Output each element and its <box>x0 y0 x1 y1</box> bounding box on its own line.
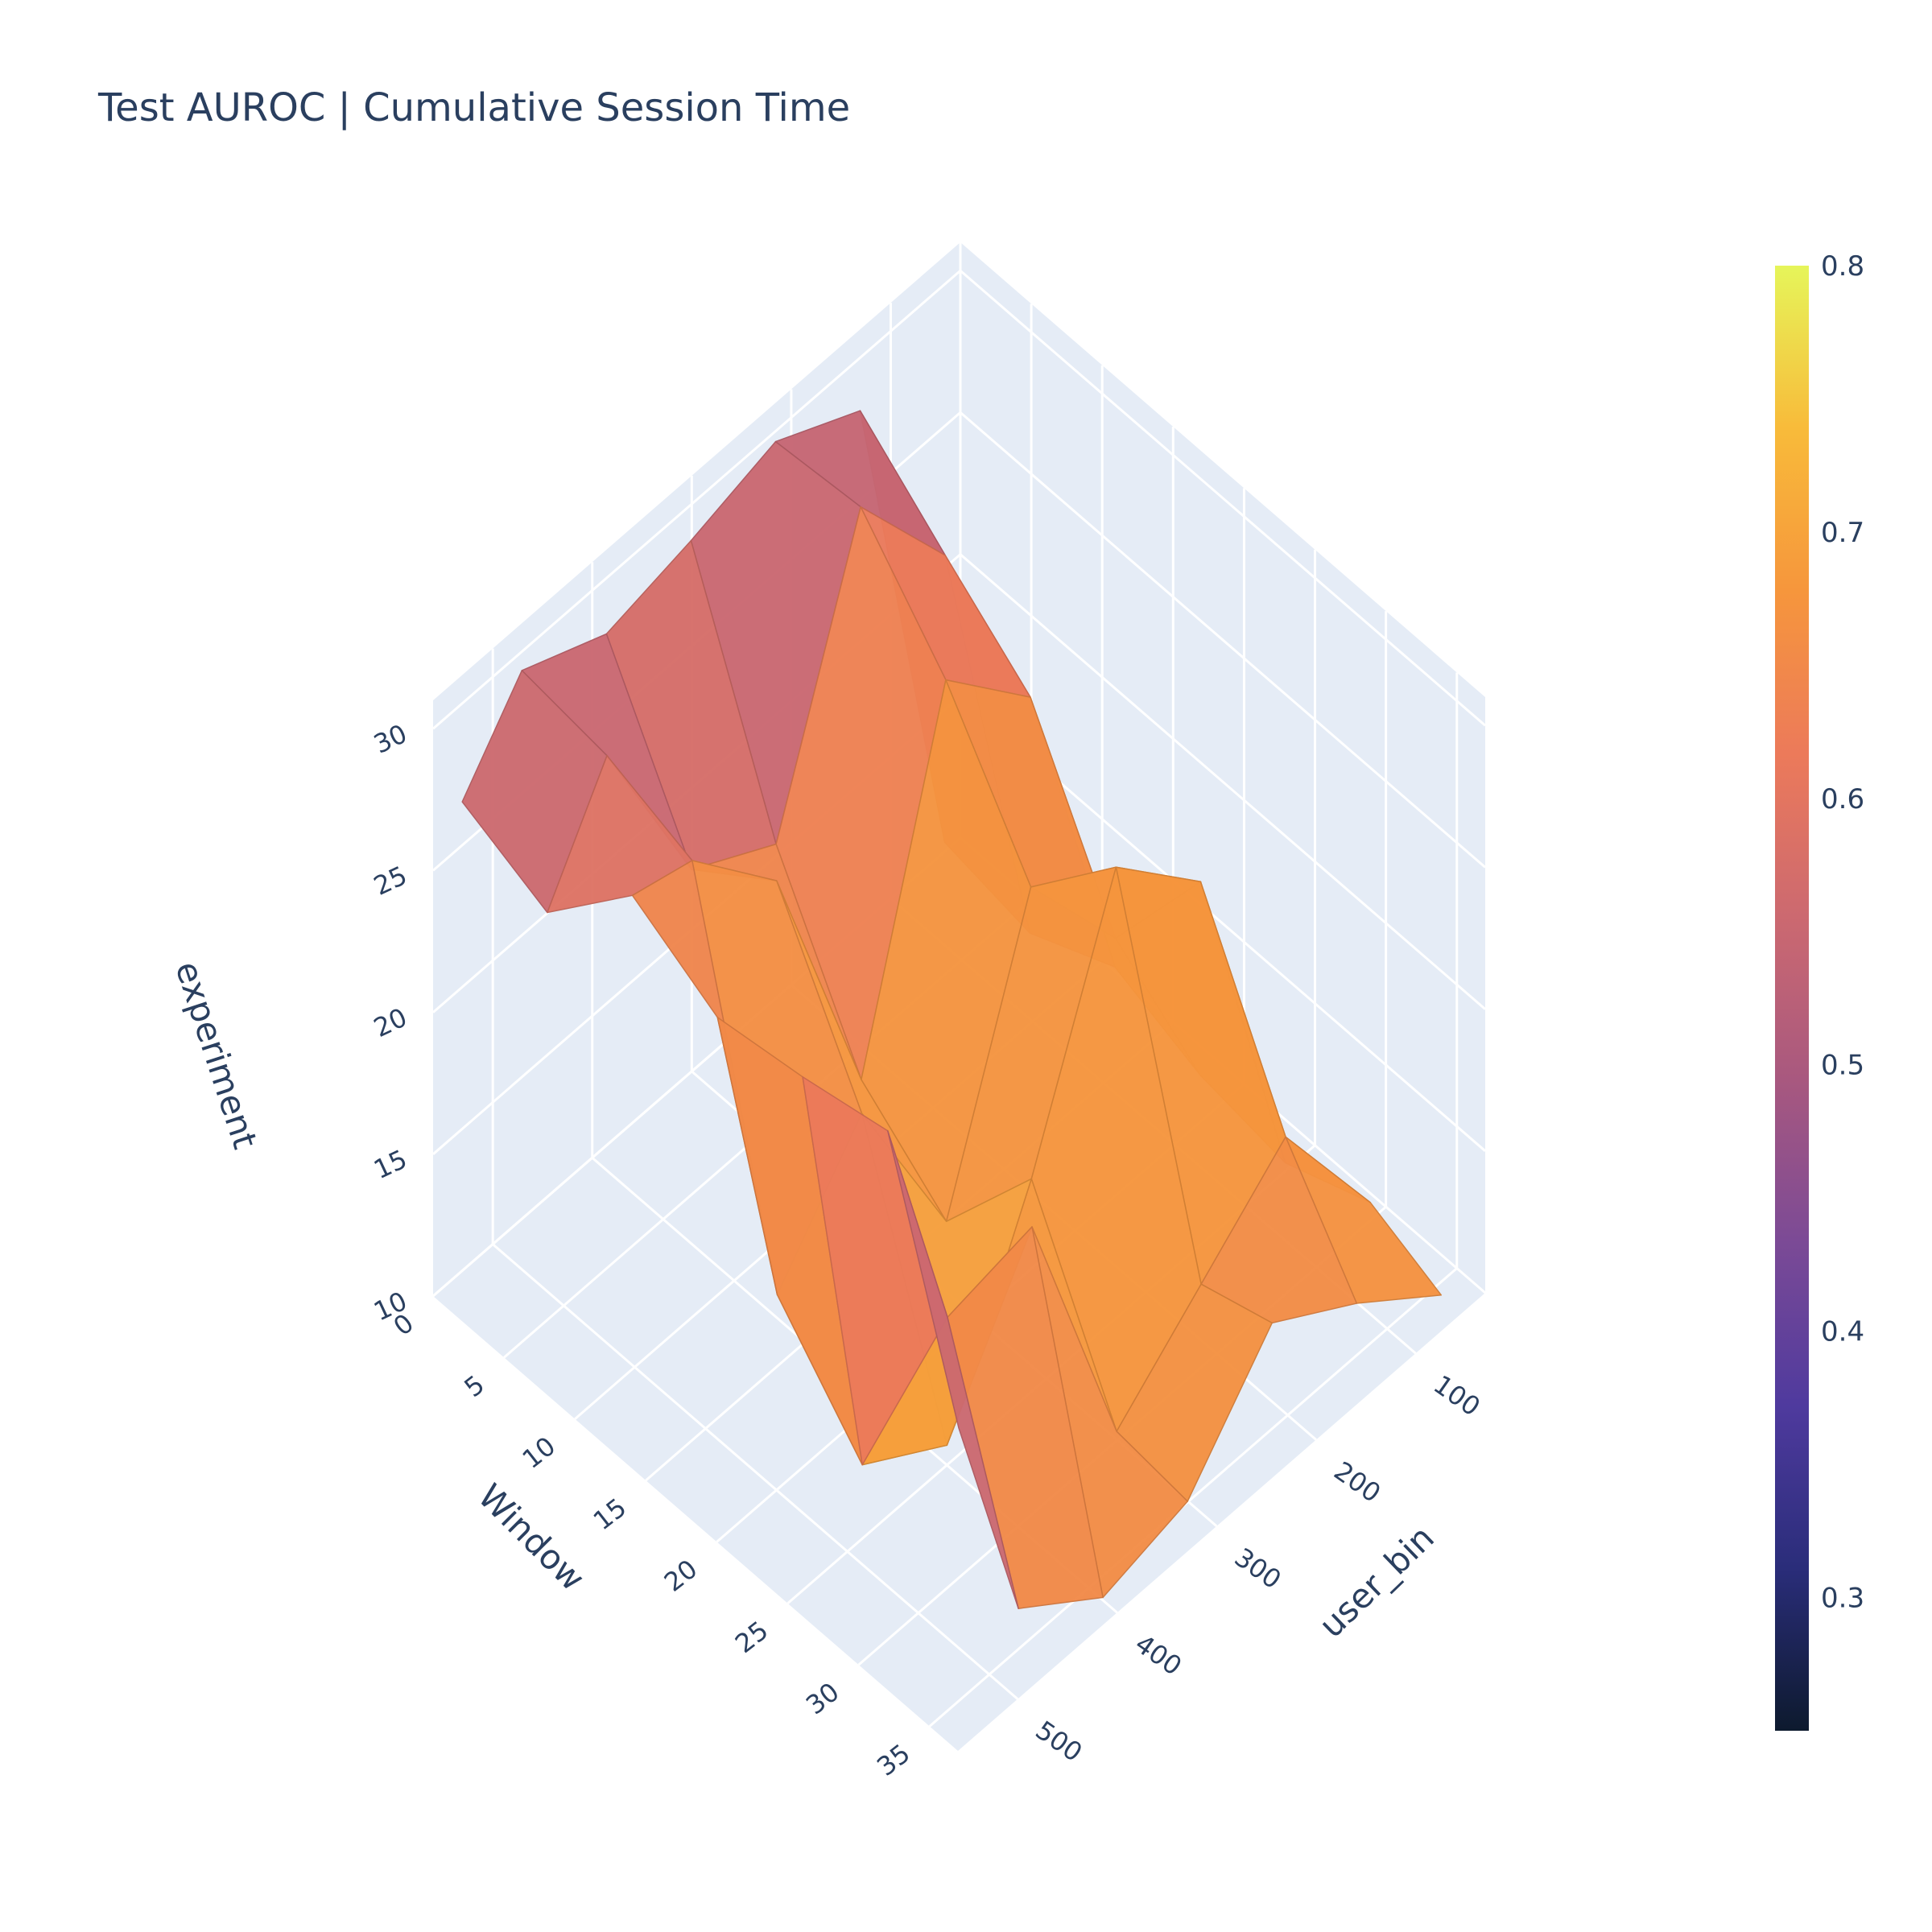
colorbar[interactable]: 0.3 0.4 0.5 0.6 0.7 0.8 <box>1775 250 1864 1731</box>
x-axis-label: Window <box>470 1476 592 1599</box>
colorbar-tick-label: 0.4 <box>1821 1316 1864 1348</box>
surface-mesh[interactable] <box>461 410 1443 1609</box>
colorbar-tick-label: 0.7 <box>1821 517 1864 549</box>
gridline-z-right <box>960 411 1486 869</box>
colorbar-tick-label: 0.6 <box>1821 783 1864 815</box>
y-tick-label: 100 <box>1428 1369 1486 1422</box>
y-tick-label: 300 <box>1229 1542 1287 1595</box>
y-tick-label: 400 <box>1129 1629 1187 1682</box>
y-tick-label: 500 <box>1030 1715 1088 1768</box>
colorbar-tick-label: 0.5 <box>1821 1050 1864 1082</box>
gridline-z-right <box>960 553 1486 1010</box>
x-tick-label: 25 <box>729 1615 774 1659</box>
z-axis-label: experiment <box>167 956 265 1154</box>
colorbar-tick-label: 0.8 <box>1821 250 1864 283</box>
x-tick-label: 5 <box>459 1369 490 1403</box>
chart-title: Test AUROC | Cumulative Session Time <box>97 85 850 130</box>
gridline-z-left <box>432 270 961 730</box>
surface-face[interactable] <box>887 1130 1019 1609</box>
x-tick-label: 15 <box>588 1492 632 1536</box>
y-axis-label: user_bin <box>1311 1517 1442 1645</box>
z-tick-label: 30 <box>369 718 411 760</box>
z-tick-label: 20 <box>369 1001 411 1043</box>
x-tick-label: 20 <box>658 1554 703 1598</box>
x-tick-label: 35 <box>871 1738 915 1782</box>
right-wall-pane <box>960 242 1485 1293</box>
x-tick-label: 30 <box>800 1676 844 1720</box>
z-tick-label: 25 <box>369 860 411 902</box>
z-tick-label: 15 <box>369 1144 411 1186</box>
x-tick-label: 10 <box>517 1430 561 1475</box>
colorbar-tick-label: 0.3 <box>1821 1583 1864 1615</box>
gridline-x-floor <box>928 1267 1458 1728</box>
gridline-y-floor <box>492 1243 1019 1700</box>
gridline-z-right <box>960 270 1486 727</box>
colorbar-gradient <box>1775 266 1809 1731</box>
y-tick-label: 200 <box>1328 1455 1386 1509</box>
